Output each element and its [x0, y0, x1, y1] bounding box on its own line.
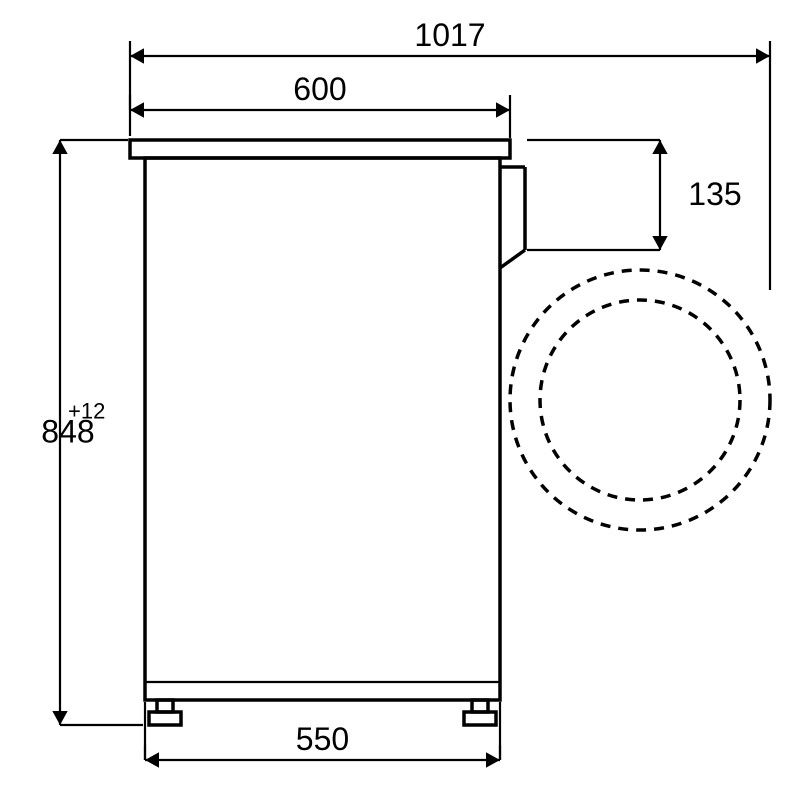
svg-text:+12: +12 [68, 399, 105, 424]
svg-text:550: 550 [296, 721, 349, 757]
svg-text:600: 600 [293, 71, 346, 107]
svg-text:135: 135 [688, 176, 741, 212]
svg-text:1017: 1017 [414, 17, 485, 53]
